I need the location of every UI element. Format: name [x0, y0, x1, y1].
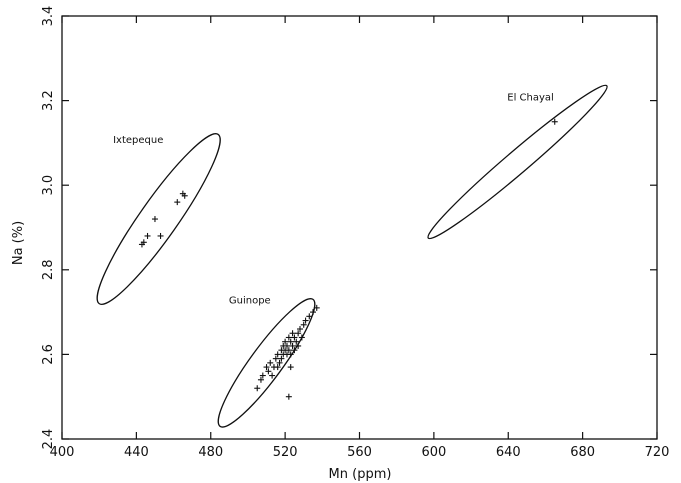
data-points: [138, 118, 558, 400]
el-chayal-label: El Chayal: [507, 93, 554, 104]
data-point: [267, 359, 274, 366]
data-point: [254, 385, 261, 392]
data-point: [257, 376, 264, 383]
y-tick-label: 2.6: [41, 344, 56, 365]
data-point: [181, 192, 188, 199]
data-point: [144, 232, 151, 239]
data-point: [174, 199, 181, 206]
y-tick-label: 2.8: [41, 259, 56, 280]
data-point: [274, 351, 281, 358]
y-tick-label: 3.4: [41, 6, 56, 27]
data-point: [289, 342, 296, 349]
data-point: [313, 304, 320, 311]
group-labels: Ixtepeque Guinope El Chayal: [113, 93, 554, 307]
data-point: [287, 351, 294, 358]
data-point: [276, 359, 283, 366]
x-tick-label: 680: [570, 445, 595, 460]
data-point: [298, 334, 305, 341]
confidence-ellipses: [96, 84, 608, 428]
data-point: [306, 313, 313, 320]
ixtepeque-label: Ixtepeque: [113, 135, 163, 146]
x-tick-label: 400: [50, 445, 75, 460]
data-point: [274, 364, 281, 371]
data-point: [282, 338, 289, 345]
plot-frame: [61, 15, 658, 440]
data-point: [283, 342, 290, 349]
guinope-ellipse: [217, 298, 316, 428]
data-point: [287, 338, 294, 345]
data-point: [263, 364, 270, 371]
data-point: [140, 239, 147, 246]
axes: 400 440 480 520 560 600 640 680 720 2.4 2.6 2.8 3.0 3…: [41, 6, 669, 460]
ixtepeque-ellipse: [96, 133, 221, 305]
data-point: [272, 355, 279, 362]
y-axis-title: Na (%): [11, 221, 26, 265]
x-tick-label: 440: [124, 445, 149, 460]
data-point: [151, 216, 158, 223]
data-point: [295, 342, 302, 349]
x-tick-label: 480: [198, 445, 223, 460]
data-point: [287, 364, 294, 371]
data-point: [269, 372, 276, 379]
data-point: [259, 372, 266, 379]
data-point: [278, 355, 285, 362]
x-tick-label: 720: [645, 445, 670, 460]
data-point: [157, 232, 164, 239]
data-point: [291, 334, 298, 341]
data-point: [285, 393, 292, 400]
data-point: [302, 317, 309, 324]
x-tick-label: 520: [273, 445, 298, 460]
x-tick-label: 560: [347, 445, 372, 460]
data-point: [297, 326, 303, 333]
el-chayal-ellipse: [427, 84, 608, 240]
x-axis-title: Mn (ppm): [329, 467, 392, 482]
data-point: [285, 334, 292, 341]
data-point: [265, 368, 272, 375]
data-point: [551, 118, 558, 125]
data-point: [295, 330, 302, 337]
data-point: [310, 309, 317, 316]
y-tick-label: 3.0: [41, 175, 56, 196]
data-point: [293, 338, 300, 345]
y-tick-label: 3.2: [41, 90, 56, 111]
data-point: [291, 347, 298, 354]
guinope-label: Guinope: [229, 296, 271, 307]
data-point: [285, 347, 292, 354]
x-tick-label: 600: [421, 445, 446, 460]
x-tick-label: 640: [496, 445, 521, 460]
data-point: [300, 321, 307, 328]
y-tick-label: 2.4: [41, 429, 56, 450]
data-point: [289, 330, 296, 337]
